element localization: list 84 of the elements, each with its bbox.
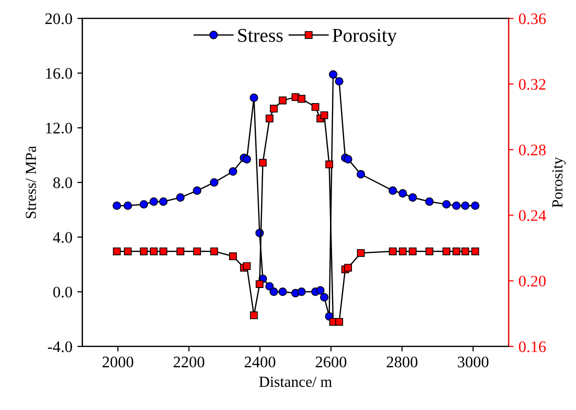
point (192, 186, 202, 195)
x-tick-label: 2200 (174, 356, 204, 368)
point (442, 200, 451, 209)
point (270, 288, 278, 296)
point (334, 77, 344, 86)
point (124, 247, 132, 256)
point (210, 178, 218, 187)
point (316, 286, 325, 295)
point (258, 158, 267, 167)
point (228, 167, 238, 176)
point (250, 93, 258, 102)
y-tick-label: -4.0 (48, 341, 72, 352)
point (176, 247, 184, 256)
point (124, 201, 132, 210)
point (159, 197, 168, 206)
point (335, 318, 344, 326)
x-tick-label: 2400 (244, 356, 276, 368)
point (210, 247, 218, 256)
point (242, 262, 251, 270)
point (250, 311, 258, 320)
y2-tick-label: 0.24 (518, 210, 546, 222)
point (150, 247, 158, 256)
point (408, 193, 417, 202)
point (256, 280, 264, 288)
y2-tick-label: 0.36 (518, 13, 546, 24)
point (344, 154, 352, 164)
point (140, 200, 148, 209)
y2-tick-label: 0.32 (518, 78, 546, 90)
y2-tick-label: 0.28 (518, 144, 546, 156)
y-tick-label: 4.0 (52, 232, 72, 243)
point (278, 96, 287, 104)
y2-tick-label: 0.20 (518, 276, 546, 287)
point (320, 293, 328, 302)
point (325, 160, 334, 168)
point (470, 201, 480, 210)
legend-label: Porosity (332, 28, 397, 46)
x-tick-label: 3000 (458, 356, 488, 368)
point (328, 70, 338, 79)
point (442, 247, 450, 256)
point (242, 154, 252, 164)
y-tick-label: 16.0 (46, 68, 72, 79)
point (461, 201, 470, 210)
point (356, 249, 365, 257)
point (461, 247, 470, 256)
y-tick-label: 12.0 (46, 122, 72, 134)
point (356, 170, 366, 178)
point (471, 247, 480, 256)
y-tick-label: 8.0 (53, 177, 72, 188)
y-axis-title: Stress/ MPa (26, 146, 36, 218)
point (270, 104, 278, 113)
y-tick-label: 0.0 (53, 286, 72, 298)
point (266, 114, 274, 122)
point (265, 282, 274, 291)
point (150, 197, 158, 206)
point (159, 247, 168, 256)
point (229, 252, 237, 260)
y2-tick-label: 0.16 (518, 341, 546, 352)
point (398, 189, 407, 198)
point (452, 201, 461, 210)
x-axis-title: Distance/ m (259, 376, 332, 387)
legend-label: Stress (238, 28, 283, 42)
point (112, 201, 122, 210)
point (388, 247, 397, 256)
point (320, 111, 328, 120)
point (388, 186, 398, 195)
y2-axis-title: Porosity (552, 157, 566, 208)
point (140, 247, 148, 256)
x-tick-label: 2600 (316, 356, 346, 368)
point (344, 264, 352, 272)
point (297, 288, 306, 296)
y-tick-label: 20.0 (45, 13, 72, 24)
point (425, 197, 434, 206)
point (311, 103, 320, 111)
point (298, 94, 306, 103)
point (176, 193, 185, 202)
point (278, 288, 287, 296)
x-tick-label: 2000 (102, 356, 134, 368)
point (426, 247, 434, 256)
point (408, 247, 417, 256)
x-tick-label: 2800 (386, 356, 418, 368)
point (398, 247, 407, 256)
point (452, 247, 460, 256)
point (112, 247, 121, 256)
point (193, 247, 201, 256)
